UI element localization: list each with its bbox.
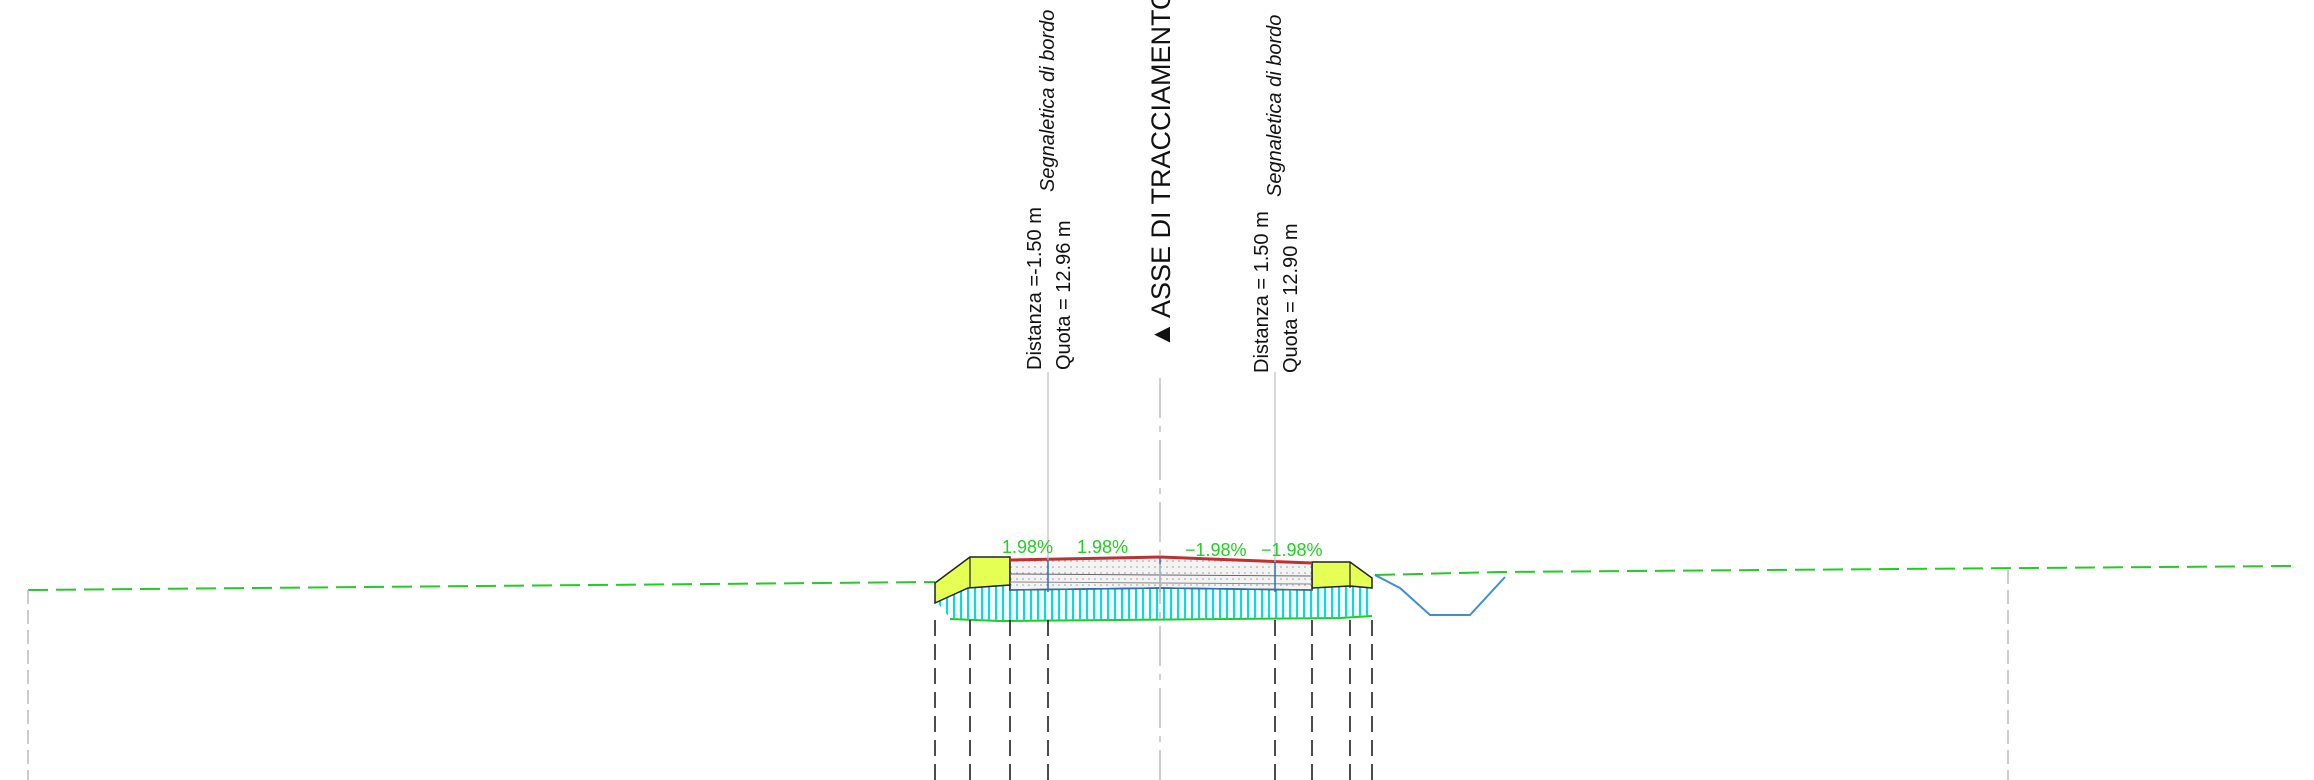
axis-label: ASSE DI TRACCIAMENTO bbox=[1146, 0, 1176, 318]
right-verge bbox=[1311, 561, 1373, 589]
vertical-leaders bbox=[934, 620, 1373, 780]
roadside-ditch bbox=[1374, 574, 1506, 616]
left-marker-elevation: Quota = 12.96 m bbox=[1053, 220, 1075, 370]
pavement bbox=[1009, 555, 1313, 592]
axis-symbol: ▲ bbox=[1146, 321, 1176, 348]
axis-label-group: ▲ ASSE DI TRACCIAMENTO bbox=[1146, 0, 1176, 348]
section-boundaries bbox=[27, 570, 2009, 780]
right-marker-note: Segnaletica di bordo bbox=[1264, 15, 1286, 197]
slope-label: −1.98% bbox=[1261, 540, 1323, 560]
marker-leaders bbox=[1047, 372, 1276, 780]
left-marker-note: Segnaletica di bordo bbox=[1037, 10, 1059, 192]
left-marker-distance: Distanza =-1.50 m bbox=[1024, 207, 1046, 370]
slope-label: −1.98% bbox=[1185, 540, 1247, 560]
slope-labels: 1.98% 1.98% −1.98% −1.98% bbox=[1002, 537, 1323, 560]
ground-line bbox=[27, 565, 2296, 591]
right-marker-labels: Distanza = 1.50 m Quota = 12.90 m Segnal… bbox=[1251, 15, 1302, 373]
slope-label: 1.98% bbox=[1077, 537, 1128, 557]
right-marker-distance: Distanza = 1.50 m bbox=[1251, 211, 1273, 373]
slope-label: 1.98% bbox=[1002, 537, 1053, 557]
right-marker-elevation: Quota = 12.90 m bbox=[1280, 223, 1302, 373]
left-marker-labels: Distanza =-1.50 m Quota = 12.96 m Segnal… bbox=[1024, 10, 1075, 370]
